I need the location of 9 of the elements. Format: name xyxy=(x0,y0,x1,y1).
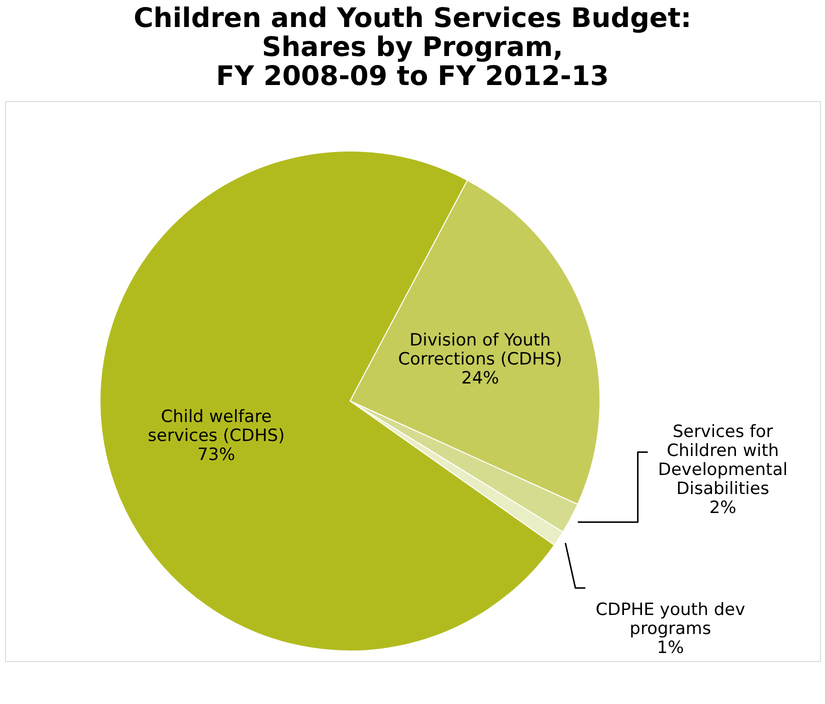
data-label: 24% xyxy=(461,368,500,389)
data-label: 73% xyxy=(197,444,236,465)
data-label: 1% xyxy=(656,638,684,658)
slice-label: CDPHE youth dev programs xyxy=(596,600,746,640)
slice-label: Division of Youth Corrections (CDHS) xyxy=(398,330,562,370)
data-label: 2% xyxy=(709,498,736,518)
chart-title: Children and Youth Services Budget: Shares by Program, FY 2008-09 to FY 2012-13 xyxy=(134,3,692,92)
slice-label: Child welfare services (CDHS) xyxy=(148,406,285,446)
slice-label: Services for Children with Developmental Disabilities xyxy=(658,422,788,500)
